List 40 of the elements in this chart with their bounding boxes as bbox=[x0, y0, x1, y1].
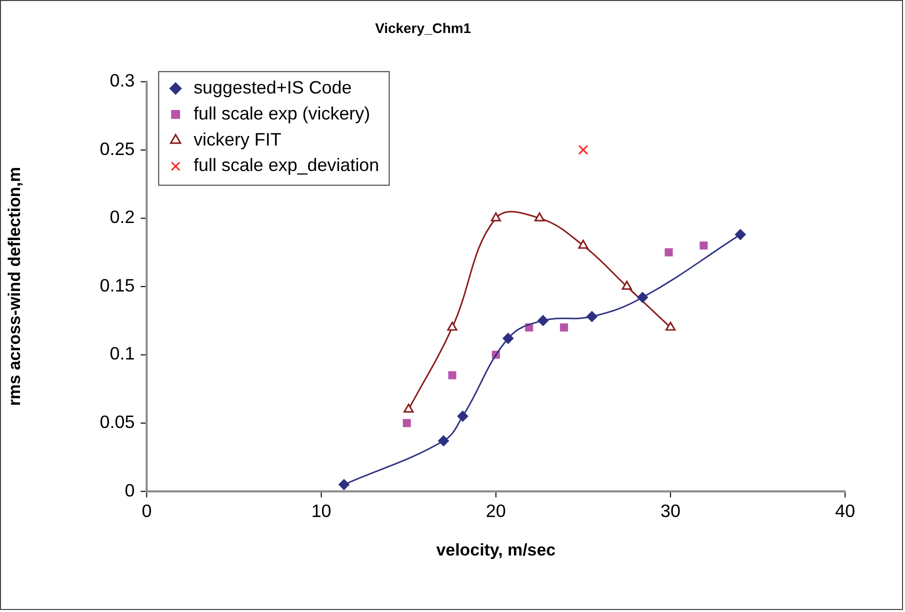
point bbox=[560, 323, 568, 332]
legend-label: vickery FIT bbox=[194, 129, 282, 150]
y-tick-label: 0.15 bbox=[100, 275, 135, 296]
x-tick-label: 20 bbox=[486, 501, 506, 522]
point bbox=[578, 144, 588, 155]
legend-label: suggested+IS Code bbox=[194, 77, 352, 98]
point bbox=[490, 212, 501, 222]
point bbox=[534, 212, 545, 222]
point bbox=[402, 419, 411, 428]
point bbox=[665, 322, 676, 331]
point bbox=[622, 280, 632, 290]
y-tick-label: 0.05 bbox=[100, 412, 135, 432]
x-axis-title: velocity, m/sec bbox=[436, 540, 556, 560]
x-tick-label: 30 bbox=[660, 501, 681, 522]
point bbox=[734, 229, 746, 240]
point bbox=[448, 371, 456, 380]
legend-label: full scale exp (vickery) bbox=[194, 103, 370, 124]
x-tick-label: 40 bbox=[835, 501, 856, 522]
point bbox=[586, 311, 598, 322]
y-tick-label: 0.2 bbox=[110, 207, 135, 228]
x-tick-label: 0 bbox=[142, 501, 152, 522]
legend-label: full scale exp_deviation bbox=[194, 155, 380, 176]
point bbox=[438, 435, 450, 446]
point bbox=[447, 322, 458, 331]
y-tick-label: 0 bbox=[124, 480, 135, 500]
point bbox=[457, 410, 468, 422]
point bbox=[637, 292, 648, 303]
point bbox=[502, 332, 514, 344]
y-tick-label: 0.3 bbox=[110, 70, 135, 90]
point bbox=[338, 479, 350, 490]
point bbox=[538, 315, 549, 326]
point bbox=[664, 248, 673, 256]
y-axis-title: rms across-wind deflection,m bbox=[4, 166, 24, 406]
y-tick-label: 0.25 bbox=[100, 138, 135, 159]
point bbox=[404, 404, 414, 413]
chart-title: Vickery_Chm1 bbox=[375, 20, 472, 36]
x-tick-label: 10 bbox=[311, 501, 332, 522]
point bbox=[578, 240, 588, 249]
y-tick-label: 0.1 bbox=[110, 344, 135, 364]
point bbox=[700, 241, 708, 250]
